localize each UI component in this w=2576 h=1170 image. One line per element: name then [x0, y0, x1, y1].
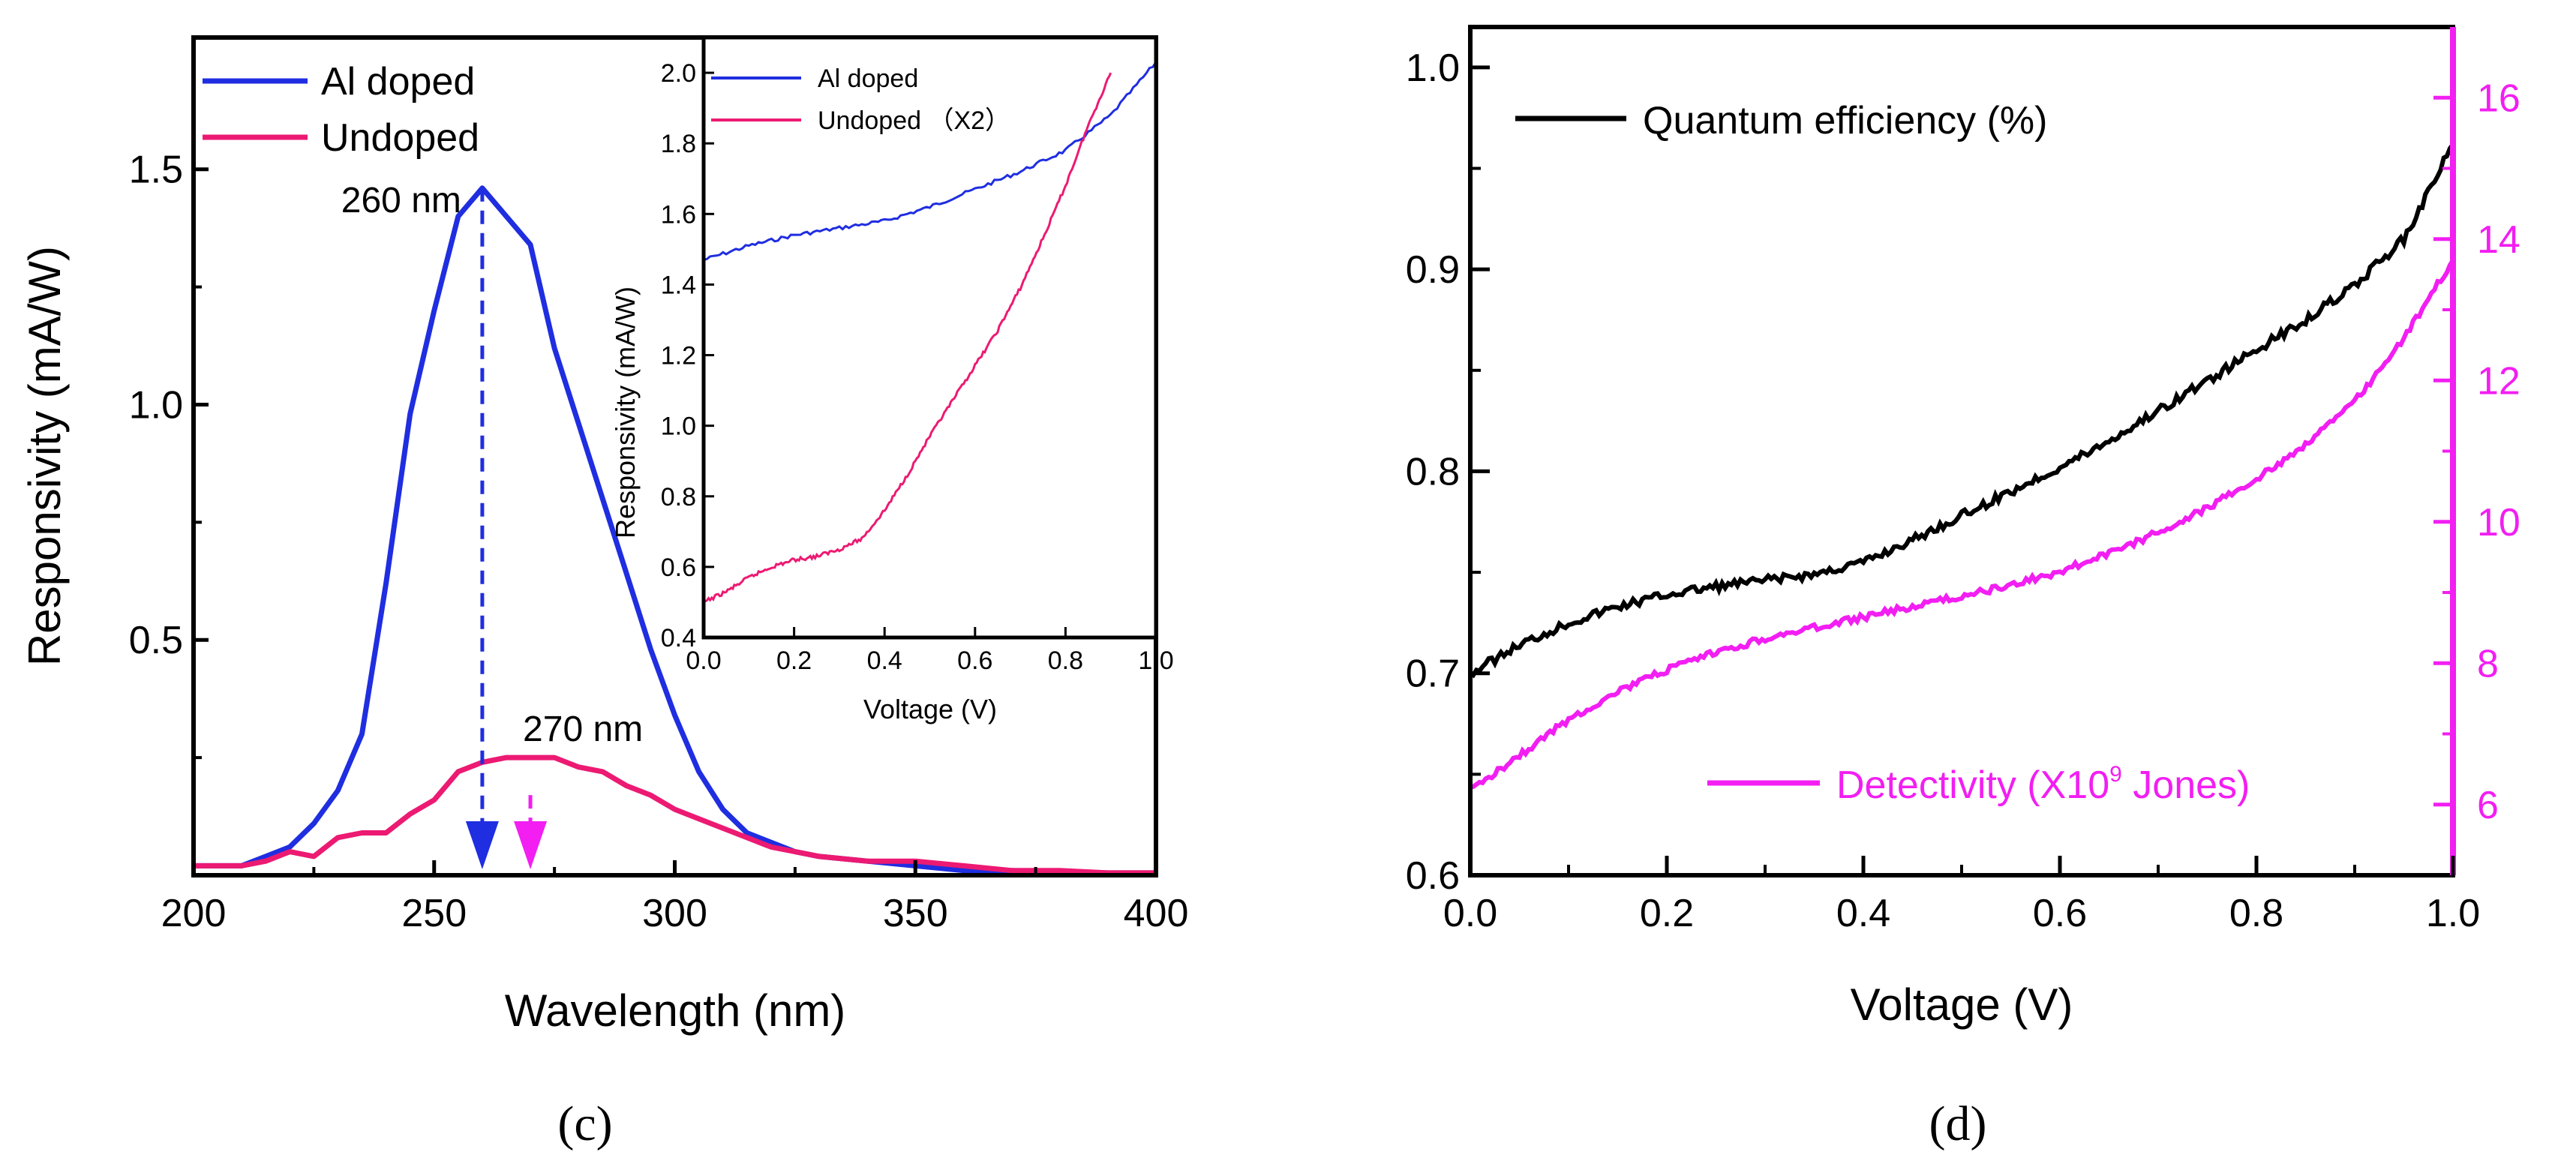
panel-label-c: (c)	[557, 1096, 612, 1151]
legend-c-al-label: Al doped	[321, 60, 475, 104]
legend-d-det-sup: 9	[2109, 762, 2122, 787]
inset-ytick-label: 0.4	[661, 624, 696, 652]
annot-270-arrowhead	[514, 821, 548, 869]
inset-xtick-label: 0.2	[776, 646, 812, 675]
inset-xtick-label: 0.0	[686, 646, 721, 675]
d-ytick-label: 0.6	[1406, 854, 1460, 898]
d-xtick-label: 0.8	[2229, 892, 2283, 935]
d-ytick-label: 0.9	[1406, 248, 1460, 292]
legend-inset-undoped-label: Undoped （X2）	[818, 106, 1010, 135]
inset-ticks: 0.0 0.2 0.4 0.6 0.8 1.0 0.4 0.6 0.8 1.0 1.2 1.4 1.6 1…	[661, 59, 1174, 675]
inset-background	[704, 38, 1156, 638]
inset-legend: Al doped Undoped （X2）	[711, 64, 1010, 135]
c-ytick-label: 1.0	[129, 383, 183, 427]
chart-c-inset: 0.0 0.2 0.4 0.6 0.8 1.0 0.4 0.6 0.8 1.0 1.2 1.4 1.6 1…	[610, 35, 1174, 724]
d-xtick-label: 0.0	[1443, 892, 1497, 935]
d-y2tick-label: 8	[2477, 642, 2499, 686]
chart-d-series	[1469, 142, 2455, 790]
d-y2tick-label: 6	[2477, 784, 2499, 827]
chart-d-xlabel: Voltage (V)	[1851, 980, 2073, 1030]
d-xtick-label: 0.6	[2033, 892, 2087, 935]
chart-c-series	[194, 185, 1156, 876]
inset-ytick-label: 2.0	[661, 59, 696, 88]
legend-d-det-label: Detectivity (X109 Jones)	[1836, 762, 2250, 807]
d-xtick-label: 0.4	[1836, 892, 1890, 935]
chart-c-ticks: 200 250 300 350 400 0.5 1.0 1.5	[129, 148, 1189, 935]
chart-d-frame	[1468, 25, 2455, 878]
legend-inset-al-label: Al doped	[818, 64, 918, 93]
d-ytick-label: 0.8	[1406, 450, 1460, 494]
legend-c-undoped-label: Undoped	[321, 116, 479, 160]
inset-ytick-label: 1.8	[661, 130, 696, 158]
d-ytick-label: 1.0	[1406, 46, 1460, 90]
inset-ytick-label: 1.2	[661, 342, 696, 370]
c-xtick-label: 250	[401, 892, 467, 935]
c-ytick-label: 1.5	[129, 148, 183, 192]
d-xtick-label: 0.2	[1640, 892, 1694, 935]
d-xtick-label: 1.0	[2426, 892, 2480, 935]
inset-series	[703, 62, 1157, 603]
inset-xtick-label: 0.4	[867, 646, 902, 675]
d-y2tick-label: 16	[2477, 76, 2520, 120]
annot-260-label: 260 nm	[341, 181, 461, 220]
inset-xlabel: Voltage (V)	[863, 694, 997, 724]
inset-ylabel: Responsivity (mA/W)	[610, 286, 641, 538]
panel-label-d: (d)	[1929, 1096, 1987, 1151]
chart-d-ticks: 0.0 0.2 0.4 0.6 0.8 1.0 0.6 0.7 0.8 0.9 1.0 6 8 10 12 1…	[1406, 46, 2520, 935]
inset-xtick-label: 0.8	[1048, 646, 1083, 675]
inset-ytick-label: 1.4	[661, 271, 696, 299]
inset-series-undoped	[703, 72, 1112, 603]
inset-ytick-label: 1.6	[661, 200, 696, 229]
chart-d-legend: Quantum efficiency (%) Detectivity (X109…	[1515, 99, 2250, 807]
d-y2tick-label: 10	[2477, 501, 2520, 544]
legend-d-det-text: Detectivity (X10	[1836, 764, 2109, 807]
c-xtick-label: 200	[161, 892, 227, 935]
inset-series-al-doped	[703, 62, 1157, 261]
chart-c-annotations: 260 nm 270 nm	[341, 181, 643, 869]
d-ytick-label: 0.7	[1406, 652, 1460, 696]
annot-260-arrowhead	[465, 821, 499, 869]
chart-c-xlabel: Wavelength (nm)	[505, 986, 846, 1036]
inset-ytick-label: 0.8	[661, 483, 696, 512]
chart-c: 260 nm 270 nm 200 250 300 350 400 0.5 1.0 1.5 Wa…	[20, 35, 1189, 1151]
inset-ytick-label: 0.6	[661, 554, 696, 582]
c-ytick-label: 0.5	[129, 619, 183, 662]
d-y2tick-label: 14	[2477, 218, 2520, 262]
c-xtick-label: 400	[1124, 892, 1189, 935]
legend-d-qe-label: Quantum efficiency (%)	[1643, 99, 2047, 142]
chart-d: 0.0 0.2 0.4 0.6 0.8 1.0 0.6 0.7 0.8 0.9 1.0 6 8 10 12 1…	[1406, 25, 2520, 1151]
legend-d-det-suffix: Jones)	[2122, 764, 2250, 807]
chart-c-ylabel: Responsivity (mA/W)	[20, 246, 70, 666]
d-series-detectivity	[1470, 259, 2455, 790]
inset-xtick-label: 0.6	[957, 646, 992, 675]
c-xtick-label: 300	[642, 892, 707, 935]
annot-270-label: 270 nm	[523, 710, 643, 749]
d-y2tick-label: 12	[2477, 359, 2520, 403]
inset-ytick-label: 1.0	[661, 412, 696, 441]
d-series-quantum-efficiency	[1469, 142, 2455, 679]
c-xtick-label: 350	[883, 892, 948, 935]
chart-c-legend: Al doped Undoped	[203, 60, 479, 160]
inset-frame	[701, 35, 1158, 640]
c-series-undoped	[194, 754, 1156, 876]
inset-xtick-label: 1.0	[1138, 646, 1173, 675]
